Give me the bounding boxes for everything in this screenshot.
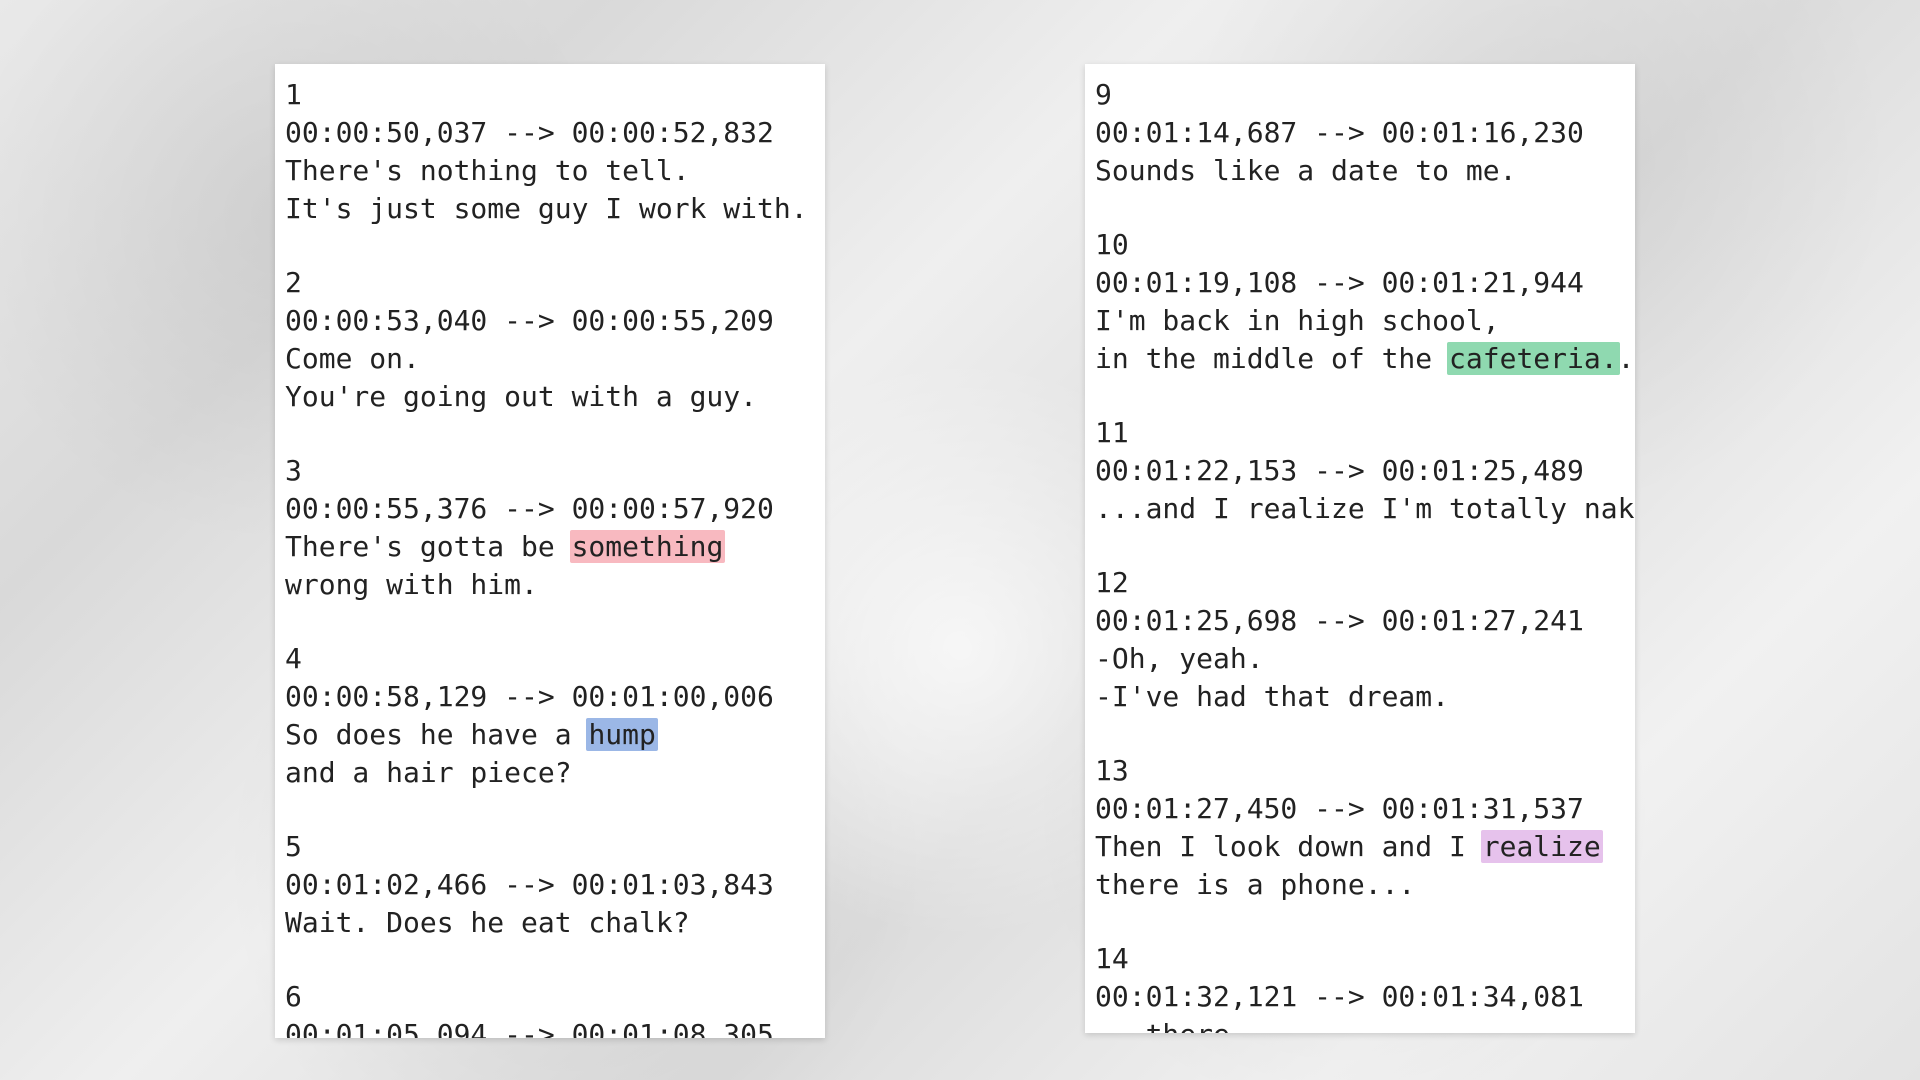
subtitle-index: 13 <box>1095 752 1625 790</box>
subtitle-entry: 1100:01:22,153 --> 00:01:25,489...and I … <box>1095 414 1625 528</box>
subtitle-timecode: 00:01:05,094 --> 00:01:08,305 <box>285 1016 815 1038</box>
highlight: cafeteria. <box>1447 342 1620 375</box>
subtitle-entry: 900:01:14,687 --> 00:01:16,230Sounds lik… <box>1095 76 1625 190</box>
subtitle-index: 3 <box>285 452 815 490</box>
subtitle-index: 10 <box>1095 226 1625 264</box>
subtitle-entry: 1300:01:27,450 --> 00:01:31,537Then I lo… <box>1095 752 1625 904</box>
subtitle-entry: 1200:01:25,698 --> 00:01:27,241-Oh, yeah… <box>1095 564 1625 716</box>
subtitle-line: There's gotta be something <box>285 528 815 566</box>
subtitle-line: You're going out with a guy. <box>285 378 815 416</box>
subtitle-card-left: 100:00:50,037 --> 00:00:52,832There's no… <box>275 64 825 1038</box>
subtitle-timecode: 00:01:32,121 --> 00:01:34,081 <box>1095 978 1625 1016</box>
subtitle-index: 11 <box>1095 414 1625 452</box>
subtitle-index: 12 <box>1095 564 1625 602</box>
subtitle-line: there is a phone... <box>1095 866 1625 904</box>
subtitle-entry: 500:01:02,466 --> 00:01:03,843Wait. Does… <box>285 828 815 942</box>
subtitle-entry: 600:01:05,094 --> 00:01:08,305I don't wa… <box>285 978 815 1038</box>
subtitle-entry: 300:00:55,376 --> 00:00:57,920There's go… <box>285 452 815 604</box>
subtitle-timecode: 00:00:55,376 --> 00:00:57,920 <box>285 490 815 528</box>
subtitle-index: 4 <box>285 640 815 678</box>
subtitle-line: ...there. <box>1095 1016 1625 1033</box>
subtitle-timecode: 00:01:14,687 --> 00:01:16,230 <box>1095 114 1625 152</box>
subtitle-timecode: 00:01:27,450 --> 00:01:31,537 <box>1095 790 1625 828</box>
subtitle-entry: 200:00:53,040 --> 00:00:55,209Come on.Yo… <box>285 264 815 416</box>
subtitle-line: I'm back in high school, <box>1095 302 1625 340</box>
subtitle-line: and a hair piece? <box>285 754 815 792</box>
highlight: realize <box>1481 830 1603 863</box>
subtitle-line: -Oh, yeah. <box>1095 640 1625 678</box>
subtitle-entry: 100:00:50,037 --> 00:00:52,832There's no… <box>285 76 815 228</box>
subtitle-line: So does he have a hump <box>285 716 815 754</box>
subtitle-line: Sounds like a date to me. <box>1095 152 1625 190</box>
subtitle-line: -I've had that dream. <box>1095 678 1625 716</box>
subtitle-timecode: 00:01:02,466 --> 00:01:03,843 <box>285 866 815 904</box>
subtitle-line: ...and I realize I'm totally nake <box>1095 490 1625 528</box>
subtitle-card-right: 900:01:14,687 --> 00:01:16,230Sounds lik… <box>1085 64 1635 1033</box>
subtitle-line: Wait. Does he eat chalk? <box>285 904 815 942</box>
subtitle-line: wrong with him. <box>285 566 815 604</box>
subtitle-entry: 1000:01:19,108 --> 00:01:21,944I'm back … <box>1095 226 1625 378</box>
subtitle-entry: 1400:01:32,121 --> 00:01:34,081...there. <box>1095 940 1625 1033</box>
subtitle-timecode: 00:01:19,108 --> 00:01:21,944 <box>1095 264 1625 302</box>
subtitle-timecode: 00:01:22,153 --> 00:01:25,489 <box>1095 452 1625 490</box>
subtitle-index: 9 <box>1095 76 1625 114</box>
subtitle-index: 2 <box>285 264 815 302</box>
subtitle-timecode: 00:00:58,129 --> 00:01:00,006 <box>285 678 815 716</box>
subtitle-timecode: 00:00:50,037 --> 00:00:52,832 <box>285 114 815 152</box>
subtitle-timecode: 00:00:53,040 --> 00:00:55,209 <box>285 302 815 340</box>
subtitle-index: 1 <box>285 76 815 114</box>
subtitle-line: There's nothing to tell. <box>285 152 815 190</box>
subtitle-line: Then I look down and I realize <box>1095 828 1625 866</box>
subtitle-index: 5 <box>285 828 815 866</box>
highlight: something <box>570 530 726 563</box>
highlight: hump <box>586 718 657 751</box>
subtitle-line: It's just some guy I work with. <box>285 190 815 228</box>
subtitle-index: 6 <box>285 978 815 1016</box>
subtitle-entry: 400:00:58,129 --> 00:01:00,006So does he… <box>285 640 815 792</box>
subtitle-line: Come on. <box>285 340 815 378</box>
subtitle-line: in the middle of the cafeteria... <box>1095 340 1625 378</box>
subtitle-index: 14 <box>1095 940 1625 978</box>
subtitle-timecode: 00:01:25,698 --> 00:01:27,241 <box>1095 602 1625 640</box>
